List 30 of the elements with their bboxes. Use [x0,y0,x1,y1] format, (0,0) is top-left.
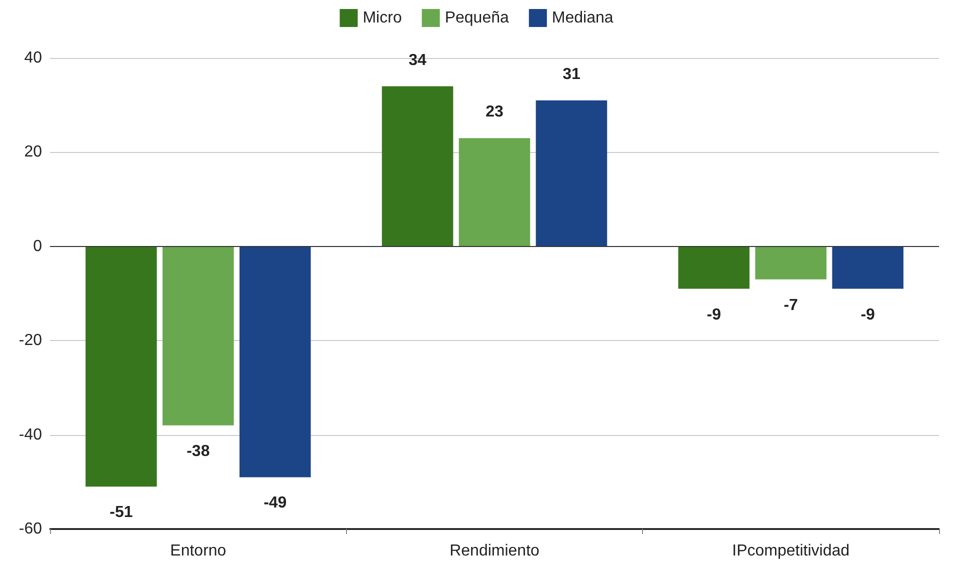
bar [458,138,530,246]
y-tick-label: 20 [24,144,42,161]
data-label: -38 [186,442,210,460]
legend-label: Pequeña [444,10,509,26]
bar [832,246,904,289]
y-tick-label: -20 [18,332,42,350]
data-label: 31 [562,66,580,83]
y-tick-label: 40 [24,50,42,66]
y-tick-label: -60 [18,520,42,538]
bar [382,86,454,246]
data-label: 34 [408,52,427,69]
legend-label: Micro [362,10,402,26]
y-tick-label: 0 [33,238,42,255]
x-tick-label: Rendimiento [450,542,540,560]
data-label: -9 [860,306,876,324]
bar [86,246,157,487]
bar [240,246,311,478]
data-label: -49 [264,494,287,512]
data-label: -9 [706,306,722,324]
bar [678,246,750,289]
bar [536,100,608,246]
x-tick-label: Entorno [170,542,226,560]
data-label: 23 [486,104,504,121]
legend-label: Mediana [552,10,614,26]
y-tick-label: -40 [18,426,42,444]
data-label: -7 [784,296,798,314]
data-label: -51 [110,504,133,522]
x-tick-label: IPcompetitividad [732,542,850,560]
bar [755,246,826,280]
bar [162,246,234,426]
